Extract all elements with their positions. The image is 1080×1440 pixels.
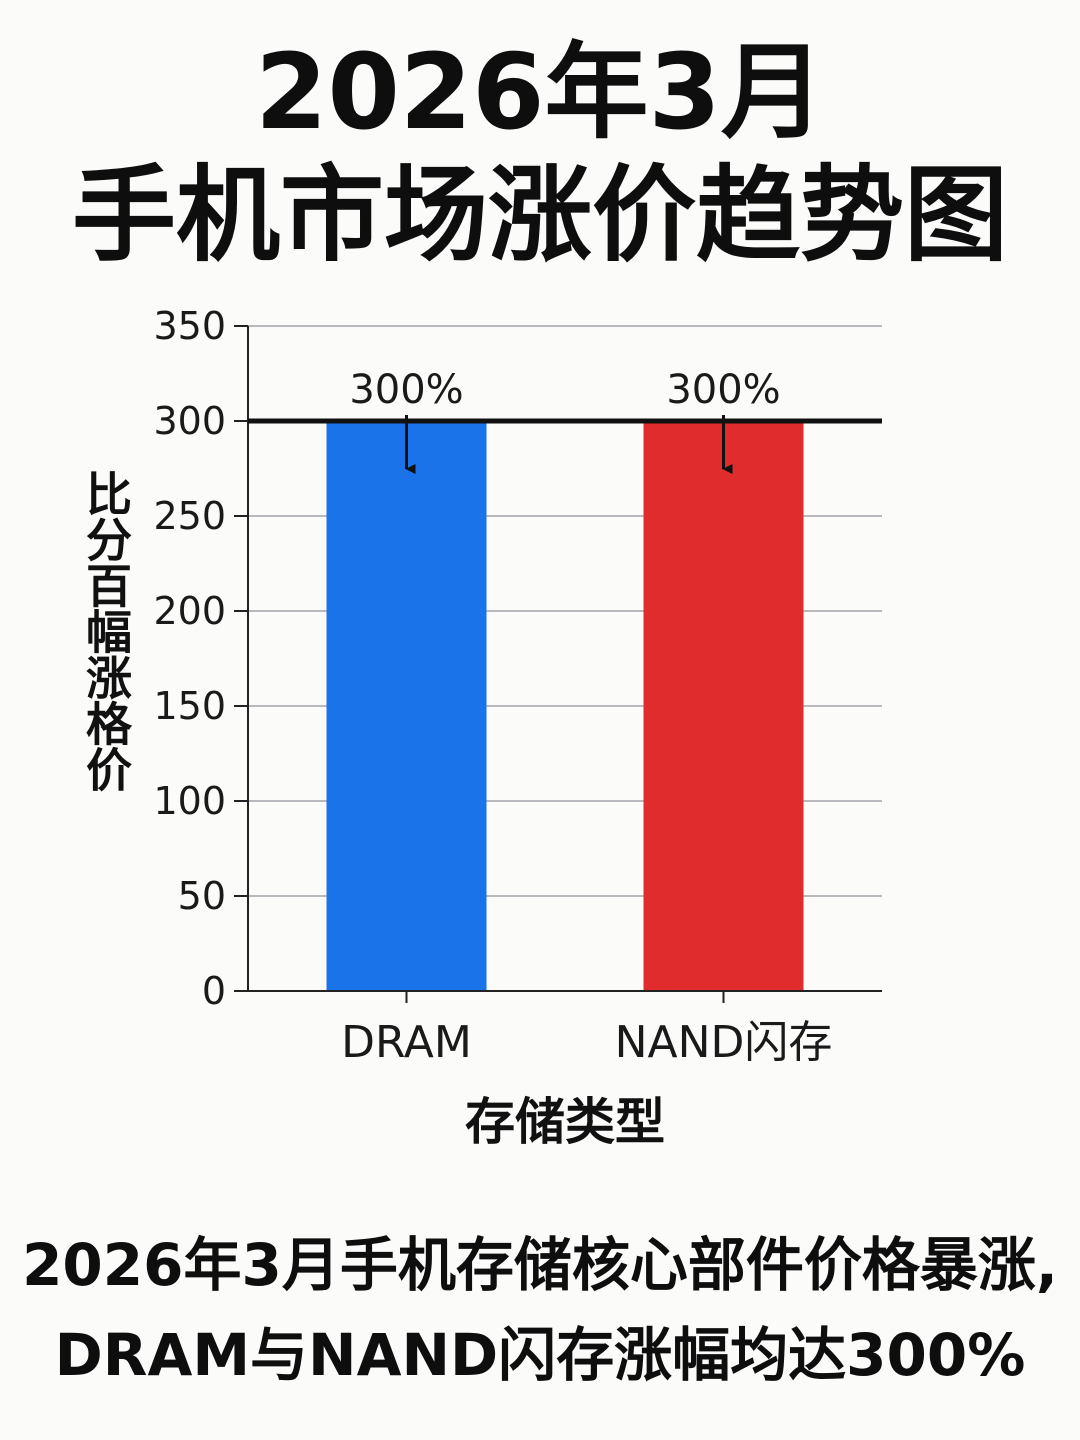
y-tick-label: 250 — [153, 494, 226, 538]
bar-chart: 0 50 100 150 200 250 300 350 DRAM 300% NAND闪存 300% — [153, 304, 882, 1068]
chart-title-line-2: 手机市场涨价趋势图 — [71, 154, 1008, 276]
x-tick-label: NAND闪存 — [615, 1017, 833, 1068]
y-tick-label: 200 — [153, 589, 226, 633]
x-tick-label: DRAM — [341, 1017, 472, 1068]
caption-line-2: DRAM与NAND闪存涨幅均达300% — [54, 1321, 1026, 1389]
y-tick-label: 300 — [153, 399, 226, 443]
data-label: 300% — [666, 367, 780, 413]
data-label: 300% — [349, 367, 463, 413]
bar — [643, 421, 804, 991]
y-tick-label: 100 — [153, 779, 226, 823]
bar — [326, 421, 487, 991]
y-tick-label: 150 — [153, 684, 226, 728]
labels: 0 50 100 150 200 250 300 350 DRAM 300% NAND闪存 300% — [153, 304, 832, 1068]
y-tick-label: 0 — [202, 969, 226, 1013]
x-axis-label: 存储类型 — [465, 1093, 665, 1151]
bars — [326, 421, 804, 991]
y-tick-label: 350 — [153, 304, 226, 348]
y-axis-label: 比分百幅涨格价 — [79, 470, 133, 792]
chart-title-line-1: 2026年3月 — [255, 31, 825, 153]
axes — [234, 325, 882, 1003]
y-tick-label: 50 — [178, 874, 226, 918]
caption-line-1: 2026年3月手机存储核心部件价格暴涨, — [22, 1231, 1058, 1299]
